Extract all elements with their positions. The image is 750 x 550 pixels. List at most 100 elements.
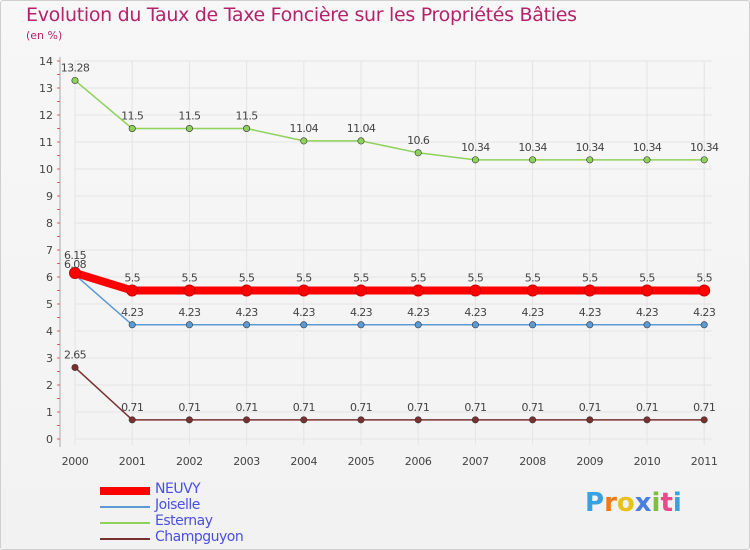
data-label-esternay: 10.6 bbox=[407, 134, 430, 147]
data-point-neuvy bbox=[469, 284, 482, 297]
data-point-joiselle bbox=[643, 321, 651, 329]
data-label-esternay: 10.34 bbox=[690, 141, 719, 154]
data-point-champguyon bbox=[471, 416, 479, 424]
data-label-neuvy: 5.5 bbox=[124, 272, 140, 285]
data-point-joiselle bbox=[300, 321, 308, 329]
data-point-champguyon bbox=[414, 416, 422, 424]
data-label-joiselle: 4.23 bbox=[350, 306, 373, 319]
data-label-neuvy: 5.5 bbox=[353, 272, 369, 285]
legend-label-neuvy: NEUVY bbox=[155, 481, 201, 497]
data-label-esternay: 11.04 bbox=[347, 122, 376, 135]
data-point-joiselle bbox=[471, 321, 479, 329]
data-point-joiselle bbox=[586, 321, 594, 329]
data-point-joiselle bbox=[414, 321, 422, 329]
data-label-champguyon: 0.71 bbox=[693, 401, 715, 414]
data-label-neuvy: 5.5 bbox=[468, 272, 484, 285]
data-label-esternay: 10.34 bbox=[518, 141, 547, 154]
data-label-joiselle: 4.23 bbox=[236, 306, 259, 319]
data-point-joiselle bbox=[529, 321, 537, 329]
data-point-neuvy bbox=[69, 266, 81, 279]
data-point-joiselle bbox=[185, 321, 193, 329]
data-label-champguyon: 2.65 bbox=[64, 348, 87, 361]
data-point-neuvy bbox=[355, 284, 367, 297]
data-label-esternay: 10.34 bbox=[461, 141, 490, 154]
y-tick-label: 5 bbox=[46, 298, 53, 311]
data-label-neuvy: 5.5 bbox=[296, 272, 312, 285]
logo-letter: r bbox=[604, 488, 617, 518]
data-point-esternay bbox=[185, 125, 193, 133]
data-label-joiselle: 6.08 bbox=[64, 258, 87, 271]
data-point-joiselle bbox=[357, 321, 365, 329]
y-tick-label: 6 bbox=[46, 271, 53, 284]
data-point-champguyon bbox=[586, 416, 594, 424]
data-point-joiselle bbox=[243, 321, 251, 329]
data-point-neuvy bbox=[698, 284, 711, 297]
y-tick-label: 3 bbox=[46, 352, 53, 365]
data-label-champguyon: 0.71 bbox=[236, 401, 258, 414]
data-label-neuvy: 6.15 bbox=[64, 249, 87, 262]
data-point-neuvy bbox=[297, 284, 310, 297]
logo-letter: i bbox=[672, 488, 682, 518]
data-label-champguyon: 0.71 bbox=[293, 401, 315, 414]
data-point-esternay bbox=[243, 125, 251, 133]
data-label-champguyon: 0.71 bbox=[636, 401, 658, 414]
data-point-champguyon bbox=[700, 416, 708, 424]
y-tick-label: 14 bbox=[39, 55, 53, 68]
data-point-joiselle bbox=[700, 321, 708, 329]
x-tick-label: 2002 bbox=[176, 455, 203, 468]
series-line-joiselle bbox=[74, 274, 705, 326]
data-label-joiselle: 4.23 bbox=[464, 306, 487, 319]
y-tick-label: 0 bbox=[46, 433, 53, 446]
data-label-neuvy: 5.5 bbox=[239, 272, 255, 285]
data-point-esternay bbox=[529, 156, 537, 164]
chart-subtitle: (en %) bbox=[26, 29, 63, 42]
x-tick-label: 2003 bbox=[233, 455, 260, 468]
data-point-esternay bbox=[128, 125, 136, 133]
data-label-champguyon: 0.71 bbox=[350, 401, 372, 414]
x-tick-label: 2011 bbox=[691, 455, 718, 468]
data-label-joiselle: 4.23 bbox=[636, 306, 659, 319]
data-label-esternay: 11.04 bbox=[290, 122, 319, 135]
data-point-champguyon bbox=[243, 416, 251, 424]
chart-title: Evolution du Taux de Taxe Foncière sur l… bbox=[26, 4, 577, 26]
legend-swatch-champguyon bbox=[100, 538, 150, 540]
data-label-champguyon: 0.71 bbox=[407, 401, 429, 414]
data-point-esternay bbox=[471, 156, 479, 164]
data-label-joiselle: 4.23 bbox=[407, 306, 430, 319]
data-label-joiselle: 4.23 bbox=[579, 306, 602, 319]
data-label-joiselle: 4.23 bbox=[293, 306, 316, 319]
y-tick-label: 1 bbox=[46, 406, 53, 419]
data-label-neuvy: 5.5 bbox=[582, 272, 598, 285]
data-label-esternay: 11.5 bbox=[236, 110, 259, 123]
data-point-esternay bbox=[357, 137, 365, 145]
data-point-champguyon bbox=[529, 416, 537, 424]
y-tick-label: 11 bbox=[39, 136, 53, 149]
data-label-neuvy: 5.5 bbox=[182, 272, 198, 285]
logo-letter: i bbox=[651, 488, 661, 518]
legend-label-champguyon: Champguyon bbox=[155, 529, 244, 545]
data-label-joiselle: 4.23 bbox=[693, 306, 716, 319]
legend-swatch-neuvy bbox=[100, 487, 150, 495]
data-point-esternay bbox=[700, 156, 708, 164]
data-point-champguyon bbox=[643, 416, 651, 424]
data-label-joiselle: 4.23 bbox=[178, 306, 201, 319]
data-point-neuvy bbox=[526, 284, 539, 297]
data-label-esternay: 11.5 bbox=[121, 110, 144, 123]
data-label-esternay: 10.34 bbox=[576, 141, 605, 154]
data-point-neuvy bbox=[583, 284, 596, 297]
data-point-esternay bbox=[414, 149, 422, 157]
y-tick-label: 9 bbox=[46, 190, 53, 203]
data-label-neuvy: 5.5 bbox=[525, 272, 541, 285]
proxiti-logo: Proxiti bbox=[585, 488, 682, 518]
data-label-joiselle: 4.23 bbox=[121, 306, 144, 319]
data-label-esternay: 13.28 bbox=[61, 61, 90, 74]
legend-label-joiselle: Joiselle bbox=[155, 497, 200, 513]
data-point-champguyon bbox=[71, 363, 79, 371]
x-tick-label: 2010 bbox=[634, 455, 661, 468]
data-label-neuvy: 5.5 bbox=[696, 272, 712, 285]
y-tick-label: 2 bbox=[46, 379, 53, 392]
logo-letter: P bbox=[585, 488, 605, 518]
x-tick-label: 2000 bbox=[62, 455, 89, 468]
